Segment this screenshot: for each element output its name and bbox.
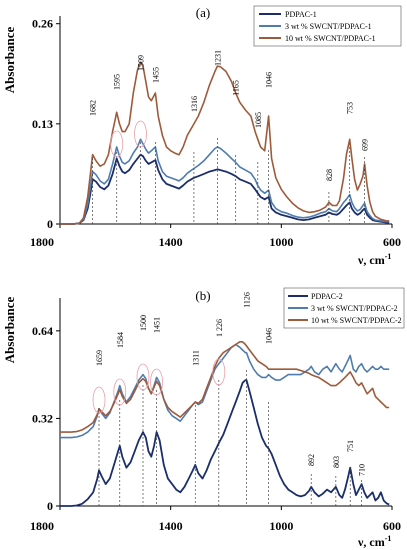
peak-label: 1311 — [191, 350, 200, 366]
peak-label: 1455 — [151, 67, 160, 83]
panel-b-x-axis-label: ν, cm-1 — [357, 534, 391, 549]
peak-label: 828 — [325, 169, 334, 181]
x-tick-label: 1800 — [30, 235, 54, 249]
series-line — [60, 379, 390, 507]
peak-label: 892 — [307, 454, 316, 466]
panel-a-legend: PDPAC-1 3 wt % SWCNT/PDPAC-1 10 wt % SWC… — [253, 5, 402, 47]
panel-b-legend: PDPAC-2 3 wt % SWCNT/PDPAC-2 10 wt % SWC… — [283, 287, 405, 329]
panel-b-x-axis-label-superscript: -1 — [385, 534, 392, 543]
peak-label: 1682 — [89, 100, 98, 116]
panel-b-y-axis-label: Absorbance — [2, 297, 17, 364]
x-tick-label: 600 — [383, 235, 401, 249]
panel-b-x-axis-label-main: ν, cm — [357, 535, 385, 549]
peak-highlight — [134, 120, 147, 148]
y-tick-label: 0.13 — [32, 117, 53, 131]
legend-label: PDPAC-1 — [285, 10, 317, 19]
peak-label: 1509 — [137, 55, 146, 71]
peak-label: 753 — [346, 102, 355, 114]
series-line — [60, 153, 390, 225]
peak-label: 1231 — [213, 50, 222, 66]
peak-label: 1 226 — [215, 319, 224, 337]
legend-label: 3 wt % SWCNT/PDPAC-2 — [311, 304, 398, 313]
x-tick-label: 1400 — [159, 519, 183, 533]
peak-highlight — [212, 358, 226, 386]
peak-label: 1316 — [190, 96, 199, 112]
series-line — [60, 343, 390, 439]
series-line — [60, 138, 390, 225]
peak-label: 1126 — [243, 292, 252, 308]
y-tick-label: 0.32 — [32, 411, 53, 425]
peak-label: 1046 — [265, 328, 274, 344]
panel-b-legend-frame — [283, 287, 405, 329]
peak-highlight — [113, 378, 127, 406]
peak-highlight — [110, 130, 124, 158]
peak-label: 1500 — [139, 315, 148, 331]
panel-b: (b) Absorbance ν, cm-1 PDPAC-2 3 wt % SW… — [2, 287, 405, 549]
panel-a: (a) Absorbance ν, cm-1 PDPAC-1 3 wt % SW… — [2, 5, 402, 267]
y-tick-label: 0 — [47, 499, 53, 513]
legend-label: 3 wt % SWCNT/PDPAC-1 — [285, 22, 372, 31]
panel-b-label: (b) — [195, 288, 210, 303]
peak-label: 1595 — [113, 74, 122, 90]
y-tick-label: 0.64 — [32, 324, 53, 338]
y-tick-label: 0 — [47, 217, 53, 231]
peak-label: 699 — [361, 139, 370, 151]
peak-label: 1659 — [95, 350, 104, 366]
panel-a-x-axis-label: ν, cm-1 — [357, 252, 391, 267]
series-line — [60, 340, 390, 433]
peak-label: 751 — [346, 440, 355, 452]
peak-label: 803 — [332, 456, 341, 468]
peak-label: 1451 — [153, 317, 162, 333]
panel-a-y-axis-label: Absorbance — [2, 27, 17, 94]
panel-a-x-axis-label-superscript: -1 — [385, 252, 392, 261]
x-tick-label: 1400 — [159, 235, 183, 249]
legend-label: 10 wt % SWCNT/PDPAC-1 — [285, 34, 376, 43]
peak-label: 710 — [358, 464, 367, 476]
y-tick-label: 0.26 — [32, 17, 53, 31]
x-tick-label: 600 — [383, 519, 401, 533]
peak-label: 1165 — [232, 80, 241, 96]
panel-a-label: (a) — [196, 5, 210, 20]
legend-label: 10 wt % SWCNT/PDPAC-2 — [311, 316, 402, 325]
x-tick-label: 1000 — [269, 235, 293, 249]
peak-label: 1046 — [265, 72, 274, 88]
legend-label: PDPAC-2 — [311, 292, 343, 301]
peak-highlight — [92, 386, 106, 414]
panel-a-x-axis-label-main: ν, cm — [357, 253, 385, 267]
peak-label: 1085 — [254, 112, 263, 128]
peak-label: 1584 — [116, 332, 125, 348]
x-tick-label: 1800 — [30, 519, 54, 533]
series-line — [60, 61, 390, 225]
x-tick-label: 1000 — [269, 519, 293, 533]
peak-highlight — [136, 363, 150, 391]
peak-highlight — [150, 368, 163, 396]
